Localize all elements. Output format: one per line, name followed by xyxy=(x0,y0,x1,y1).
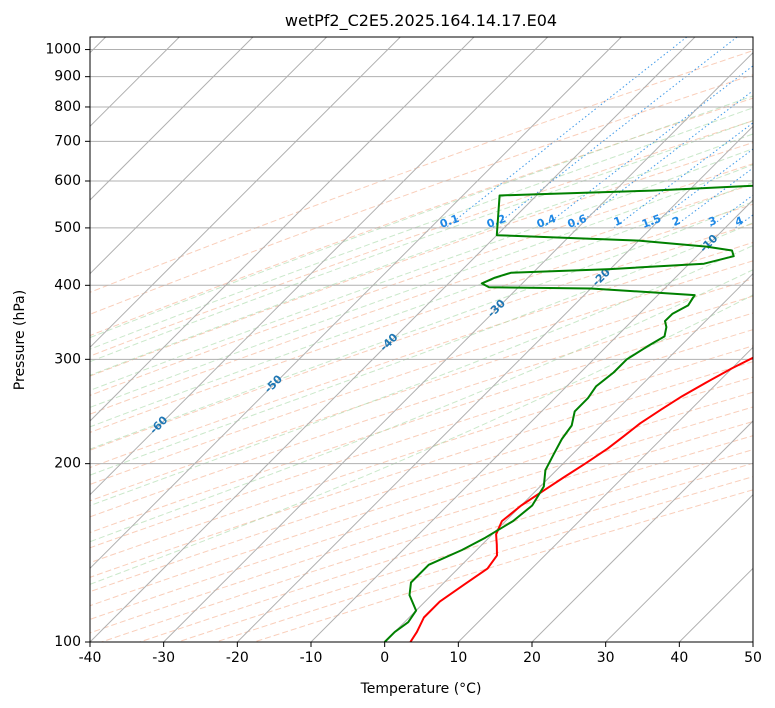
dry-adiabat-line xyxy=(90,391,753,607)
mixing-ratio-label: 3 xyxy=(707,214,719,229)
chart-title: wetPf2_C2E5.2025.164.14.17.E04 xyxy=(285,11,557,31)
mixing-ratio-label: 1 xyxy=(612,214,624,229)
isotherm-gridline xyxy=(605,493,753,642)
x-tick-label: -10 xyxy=(300,650,323,666)
isotherm-gridline xyxy=(163,51,753,642)
x-tick-label: 30 xyxy=(597,650,615,666)
x-tick-label: -30 xyxy=(152,650,175,666)
x-axis-ticks: -40 -30 -20 -10 0 10 20 30 40 50 xyxy=(79,642,762,666)
moist-adiabat-line xyxy=(90,119,753,363)
mixing-ratio-label: 0.4 xyxy=(535,212,558,231)
x-tick-label: 10 xyxy=(449,650,467,666)
x-tick-label: 20 xyxy=(523,650,541,666)
mixing-ratio-line xyxy=(542,65,753,229)
dry-adiabat-line xyxy=(90,329,753,549)
x-tick-label: 40 xyxy=(670,650,688,666)
y-tick-label: 500 xyxy=(54,220,81,236)
y-axis-ticks: 100 200 300 400 500 600 700 800 900 1000 xyxy=(45,42,90,650)
isotherm-gridline xyxy=(457,346,753,642)
profile-series xyxy=(383,184,753,642)
y-tick-label: 100 xyxy=(54,634,81,650)
moist-adiabat-line xyxy=(90,269,753,543)
moist-adiabat-line xyxy=(90,244,753,507)
isotherm-gridline xyxy=(90,37,549,496)
x-tick-label: 0 xyxy=(380,650,389,666)
x-tick-label: 50 xyxy=(744,650,762,666)
mixing-ratio-label: 0.1 xyxy=(438,212,461,231)
isotherm-gridline xyxy=(90,37,696,642)
y-tick-label: 300 xyxy=(54,351,81,367)
dry-adiabat-line xyxy=(90,74,753,315)
isotherm-gridline xyxy=(90,37,328,275)
dry-adiabat-line xyxy=(90,241,753,469)
mixing-ratio-label: 2 xyxy=(670,214,682,229)
dry-adiabat-line xyxy=(90,163,753,396)
y-tick-label: 1000 xyxy=(45,42,81,58)
isotherm-gridline xyxy=(90,37,622,570)
isotherm-gridline xyxy=(90,37,475,422)
y-tick-label: 900 xyxy=(54,69,81,85)
mixing-ratio-label: 0.6 xyxy=(566,212,589,231)
gridlines xyxy=(90,37,753,642)
x-tick-label: -20 xyxy=(226,650,249,666)
isotherm-gridline xyxy=(531,420,753,642)
dry-adiabat-line xyxy=(90,295,753,518)
x-tick-label: -40 xyxy=(79,650,102,666)
dewpoint-profile-line xyxy=(383,184,753,642)
x-axis-label: Temperature (°C) xyxy=(360,681,482,697)
mixing-ratio-label: 0.2 xyxy=(485,212,508,231)
y-tick-label: 600 xyxy=(54,173,81,189)
y-axis-label: Pressure (hPa) xyxy=(12,290,28,390)
y-tick-label: 400 xyxy=(54,277,81,293)
moist-adiabat-line xyxy=(90,95,753,339)
moist-adiabat-line xyxy=(90,294,753,585)
dry-adiabat-line xyxy=(90,345,753,564)
isotherm-gridline xyxy=(384,272,753,642)
dry-adiabat-line xyxy=(90,97,753,337)
dry-adiabat-line xyxy=(90,223,753,451)
y-tick-label: 800 xyxy=(54,99,81,115)
moist-adiabat-line xyxy=(90,201,753,450)
isotherm-gridline xyxy=(90,37,401,349)
mixing-ratio-label: 4 xyxy=(733,214,745,229)
isotherm-gridline xyxy=(310,199,753,642)
plot-frame xyxy=(89,36,754,643)
dry-adiabat-line xyxy=(90,183,753,415)
y-tick-label: 200 xyxy=(54,456,81,472)
isotherm-gridline xyxy=(236,125,753,642)
isotherm-gridline xyxy=(90,37,254,201)
mixing-ratio-line xyxy=(572,90,753,229)
temperature-profile-line xyxy=(409,356,753,642)
mixing-ratio-label: 1.5 xyxy=(640,212,663,231)
moist-adiabat-line xyxy=(90,181,753,428)
y-tick-label: 700 xyxy=(54,133,81,149)
mixing-ratio-line xyxy=(672,167,753,229)
